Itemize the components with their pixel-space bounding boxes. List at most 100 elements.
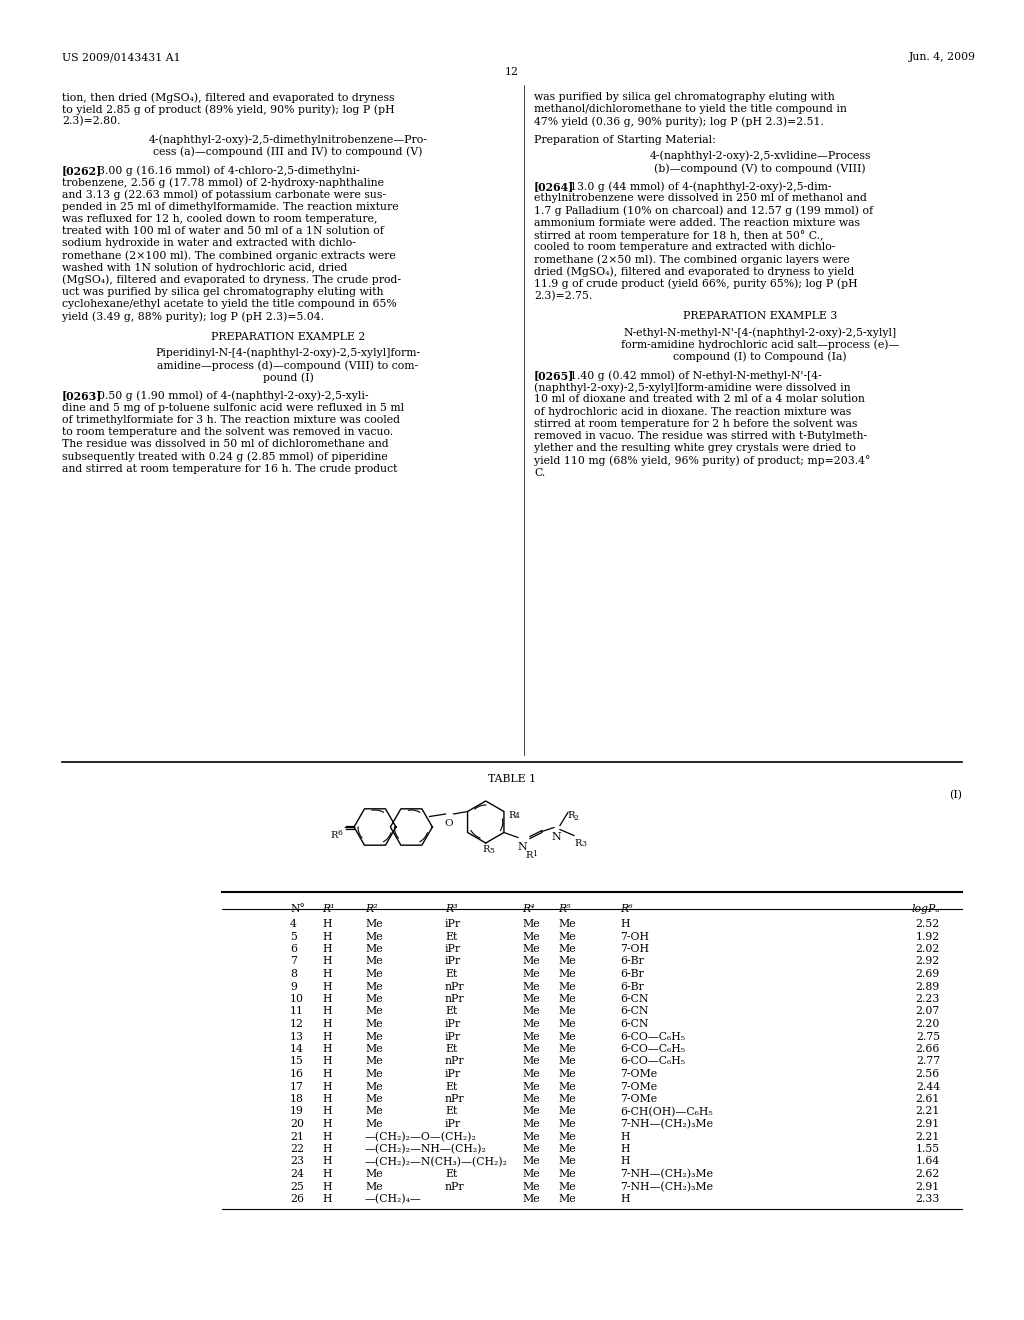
Text: Me: Me (365, 1056, 383, 1067)
Text: Me: Me (558, 969, 575, 979)
Text: Et: Et (445, 932, 458, 941)
Text: 6-CO—C₆H₅: 6-CO—C₆H₅ (620, 1044, 685, 1053)
Text: H: H (322, 1094, 332, 1104)
Text: H: H (620, 919, 630, 929)
Text: 3.00 g (16.16 mmol) of 4-chloro-2,5-dimethylni-: 3.00 g (16.16 mmol) of 4-chloro-2,5-dime… (98, 165, 359, 176)
Text: Me: Me (365, 1031, 383, 1041)
Text: 10 ml of dioxane and treated with 2 ml of a 4 molar solution: 10 ml of dioxane and treated with 2 ml o… (534, 395, 865, 404)
Text: N: N (552, 833, 562, 842)
Text: R: R (508, 810, 515, 820)
Text: H: H (620, 1131, 630, 1142)
Text: compound (I) to Compound (Ia): compound (I) to Compound (Ia) (673, 352, 847, 363)
Text: Me: Me (558, 1170, 575, 1179)
Text: Me: Me (522, 1081, 540, 1092)
Text: Et: Et (445, 1106, 458, 1117)
Text: H: H (322, 1081, 332, 1092)
Text: 11.9 g of crude product (yield 66%, purity 65%); log P (pH: 11.9 g of crude product (yield 66%, puri… (534, 279, 858, 289)
Text: H: H (322, 1069, 332, 1078)
Text: R: R (330, 832, 337, 840)
Text: Me: Me (522, 982, 540, 991)
Text: 23: 23 (290, 1156, 304, 1167)
Text: 2.56: 2.56 (915, 1069, 940, 1078)
Text: 7-OMe: 7-OMe (620, 1069, 657, 1078)
Text: —(CH₂)₂—NH—(CH₂)₂: —(CH₂)₂—NH—(CH₂)₂ (365, 1144, 486, 1154)
Text: Me: Me (558, 994, 575, 1005)
Text: 7-OMe: 7-OMe (620, 1081, 657, 1092)
Text: Me: Me (522, 1031, 540, 1041)
Text: Me: Me (558, 1094, 575, 1104)
Text: H: H (322, 1019, 332, 1030)
Text: 2.33: 2.33 (915, 1195, 940, 1204)
Text: and 3.13 g (22.63 mmol) of potassium carbonate were sus-: and 3.13 g (22.63 mmol) of potassium car… (62, 189, 386, 199)
Text: dine and 5 mg of p-toluene sulfonic acid were refluxed in 5 ml: dine and 5 mg of p-toluene sulfonic acid… (62, 403, 404, 413)
Text: nPr: nPr (445, 982, 465, 991)
Text: 6: 6 (338, 829, 342, 837)
Text: Me: Me (365, 982, 383, 991)
Text: 1.92: 1.92 (915, 932, 940, 941)
Text: H: H (620, 1195, 630, 1204)
Text: R¹: R¹ (322, 904, 335, 913)
Text: nPr: nPr (445, 994, 465, 1005)
Text: 2.91: 2.91 (915, 1181, 940, 1192)
Text: Me: Me (558, 1019, 575, 1030)
Text: TABLE 1: TABLE 1 (488, 774, 536, 784)
Text: 1.64: 1.64 (915, 1156, 940, 1167)
Text: 6-Br: 6-Br (620, 957, 644, 966)
Text: 0.50 g (1.90 mmol) of 4-(naphthyl-2-oxy)-2,5-xyli-: 0.50 g (1.90 mmol) of 4-(naphthyl-2-oxy)… (98, 391, 369, 401)
Text: 2.75: 2.75 (915, 1031, 940, 1041)
Text: Me: Me (558, 1144, 575, 1154)
Text: —(CH₂)₂—N(CH₃)—(CH₂)₂: —(CH₂)₂—N(CH₃)—(CH₂)₂ (365, 1156, 508, 1167)
Text: [0262]: [0262] (62, 165, 102, 176)
Text: Preparation of Starting Material:: Preparation of Starting Material: (534, 135, 716, 145)
Text: pended in 25 ml of dimethylformamide. The reaction mixture: pended in 25 ml of dimethylformamide. Th… (62, 202, 398, 211)
Text: pound (I): pound (I) (262, 372, 313, 383)
Text: uct was purified by silica gel chromatography eluting with: uct was purified by silica gel chromatog… (62, 286, 384, 297)
Text: 5: 5 (290, 932, 297, 941)
Text: 47% yield (0.36 g, 90% purity); log P (pH 2.3)=2.51.: 47% yield (0.36 g, 90% purity); log P (p… (534, 116, 824, 127)
Text: Me: Me (522, 1156, 540, 1167)
Text: 2.23: 2.23 (915, 994, 940, 1005)
Text: Me: Me (558, 1119, 575, 1129)
Text: Me: Me (365, 919, 383, 929)
Text: H: H (322, 1144, 332, 1154)
Text: Me: Me (522, 932, 540, 941)
Text: ethylnitrobenzene were dissolved in 250 ml of methanol and: ethylnitrobenzene were dissolved in 250 … (534, 194, 867, 203)
Text: Me: Me (365, 1094, 383, 1104)
Text: 15: 15 (290, 1056, 304, 1067)
Text: 2.91: 2.91 (915, 1119, 940, 1129)
Text: Me: Me (365, 1069, 383, 1078)
Text: ylether and the resulting white grey crystals were dried to: ylether and the resulting white grey cry… (534, 444, 856, 453)
Text: was refluxed for 12 h, cooled down to room temperature,: was refluxed for 12 h, cooled down to ro… (62, 214, 378, 224)
Text: H: H (322, 969, 332, 979)
Text: 2.3)=2.80.: 2.3)=2.80. (62, 116, 121, 127)
Text: 6-CO—C₆H₅: 6-CO—C₆H₅ (620, 1056, 685, 1067)
Text: was purified by silica gel chromatography eluting with: was purified by silica gel chromatograph… (534, 92, 835, 102)
Text: H: H (322, 932, 332, 941)
Text: 6-CH(OH)—C₆H₅: 6-CH(OH)—C₆H₅ (620, 1106, 713, 1117)
Text: methanol/dichloromethane to yield the title compound in: methanol/dichloromethane to yield the ti… (534, 104, 847, 115)
Text: H: H (322, 982, 332, 991)
Text: Me: Me (365, 932, 383, 941)
Text: H: H (322, 1106, 332, 1117)
Text: Me: Me (365, 1019, 383, 1030)
Text: Me: Me (558, 1131, 575, 1142)
Text: Jun. 4, 2009: Jun. 4, 2009 (909, 51, 976, 62)
Text: —(CH₂)₄—: —(CH₂)₄— (365, 1195, 422, 1204)
Text: 8: 8 (290, 969, 297, 979)
Text: stirred at room temperature for 2 h before the solvent was: stirred at room temperature for 2 h befo… (534, 418, 857, 429)
Text: 2.69: 2.69 (915, 969, 940, 979)
Text: Me: Me (558, 1031, 575, 1041)
Text: R⁵: R⁵ (558, 904, 570, 913)
Text: H: H (322, 1031, 332, 1041)
Text: The residue was dissolved in 50 ml of dichloromethane and: The residue was dissolved in 50 ml of di… (62, 440, 389, 449)
Text: Me: Me (558, 1056, 575, 1067)
Text: iPr: iPr (445, 944, 461, 954)
Text: R: R (525, 851, 532, 861)
Text: Me: Me (522, 1006, 540, 1016)
Text: 2.61: 2.61 (915, 1094, 940, 1104)
Text: iPr: iPr (445, 1031, 461, 1041)
Text: Me: Me (558, 982, 575, 991)
Text: R: R (573, 838, 582, 847)
Text: PREPARATION EXAMPLE 3: PREPARATION EXAMPLE 3 (683, 312, 838, 321)
Text: Me: Me (365, 1181, 383, 1192)
